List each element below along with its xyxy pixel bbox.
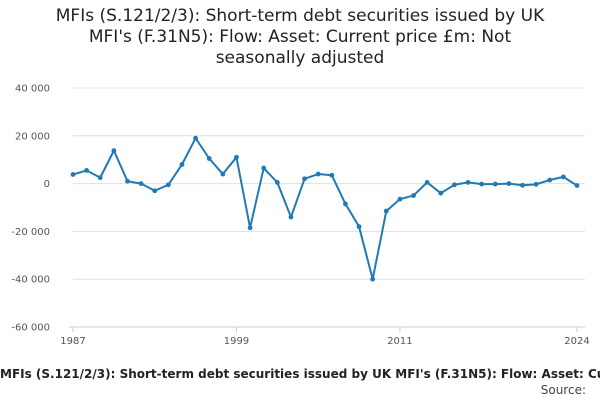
data-point xyxy=(343,201,348,207)
data-point xyxy=(547,177,553,183)
data-point xyxy=(70,172,76,177)
x-tick-label: 1987 xyxy=(60,336,85,347)
data-point xyxy=(560,174,566,180)
data-point xyxy=(234,154,239,160)
data-point xyxy=(465,180,471,185)
y-tick-label: -60 000 xyxy=(11,323,50,334)
data-point xyxy=(84,168,90,173)
data-point xyxy=(247,225,253,231)
data-point xyxy=(220,171,226,177)
chart-title: MFIs (S.121/2/3): Short-term debt securi… xyxy=(0,6,600,69)
data-point xyxy=(370,276,376,282)
data-point xyxy=(479,181,485,187)
data-point xyxy=(302,176,307,182)
x-tick-label: 2011 xyxy=(387,336,412,347)
y-tick-label: -40 000 xyxy=(11,275,50,286)
data-point xyxy=(179,162,185,167)
data-point xyxy=(383,208,389,214)
data-point xyxy=(438,190,444,196)
x-tick-label: 1999 xyxy=(224,336,249,347)
data-point xyxy=(356,224,362,230)
data-point xyxy=(411,193,416,198)
title-line-3: seasonally adjusted xyxy=(215,48,385,68)
data-point xyxy=(111,148,117,154)
data-point xyxy=(329,172,335,178)
data-point xyxy=(288,214,294,220)
x-tick-label: 2024 xyxy=(564,336,589,347)
data-point xyxy=(261,165,267,171)
y-tick-label: 40 000 xyxy=(15,84,50,95)
series-line xyxy=(72,137,578,281)
data-point xyxy=(125,178,130,184)
data-point xyxy=(452,182,457,188)
data-point xyxy=(424,180,430,185)
data-point xyxy=(520,182,525,188)
data-point xyxy=(506,181,512,187)
source-label: Source: xyxy=(540,383,586,397)
data-point xyxy=(533,181,539,187)
data-point xyxy=(492,181,498,187)
y-tick-label: 20 000 xyxy=(15,131,50,142)
y-tick-label: 0 xyxy=(44,179,50,190)
title-line-2: MFI's (F.31N5): Flow: Asset: Current pri… xyxy=(88,27,512,47)
data-point xyxy=(397,196,403,202)
data-point xyxy=(193,135,198,141)
y-tick-label: -20 000 xyxy=(11,227,50,238)
data-point xyxy=(165,182,171,188)
title-line-1: MFIs (S.121/2/3): Short-term debt securi… xyxy=(55,6,545,26)
data-point xyxy=(138,181,144,187)
data-point xyxy=(315,171,321,177)
data-point xyxy=(274,180,280,185)
data-point xyxy=(97,175,103,181)
data-point xyxy=(574,183,580,188)
data-point xyxy=(152,188,158,194)
x-axis-series-label: MFIs (S.121/2/3): Short-term debt securi… xyxy=(0,367,600,381)
data-point xyxy=(206,156,212,161)
